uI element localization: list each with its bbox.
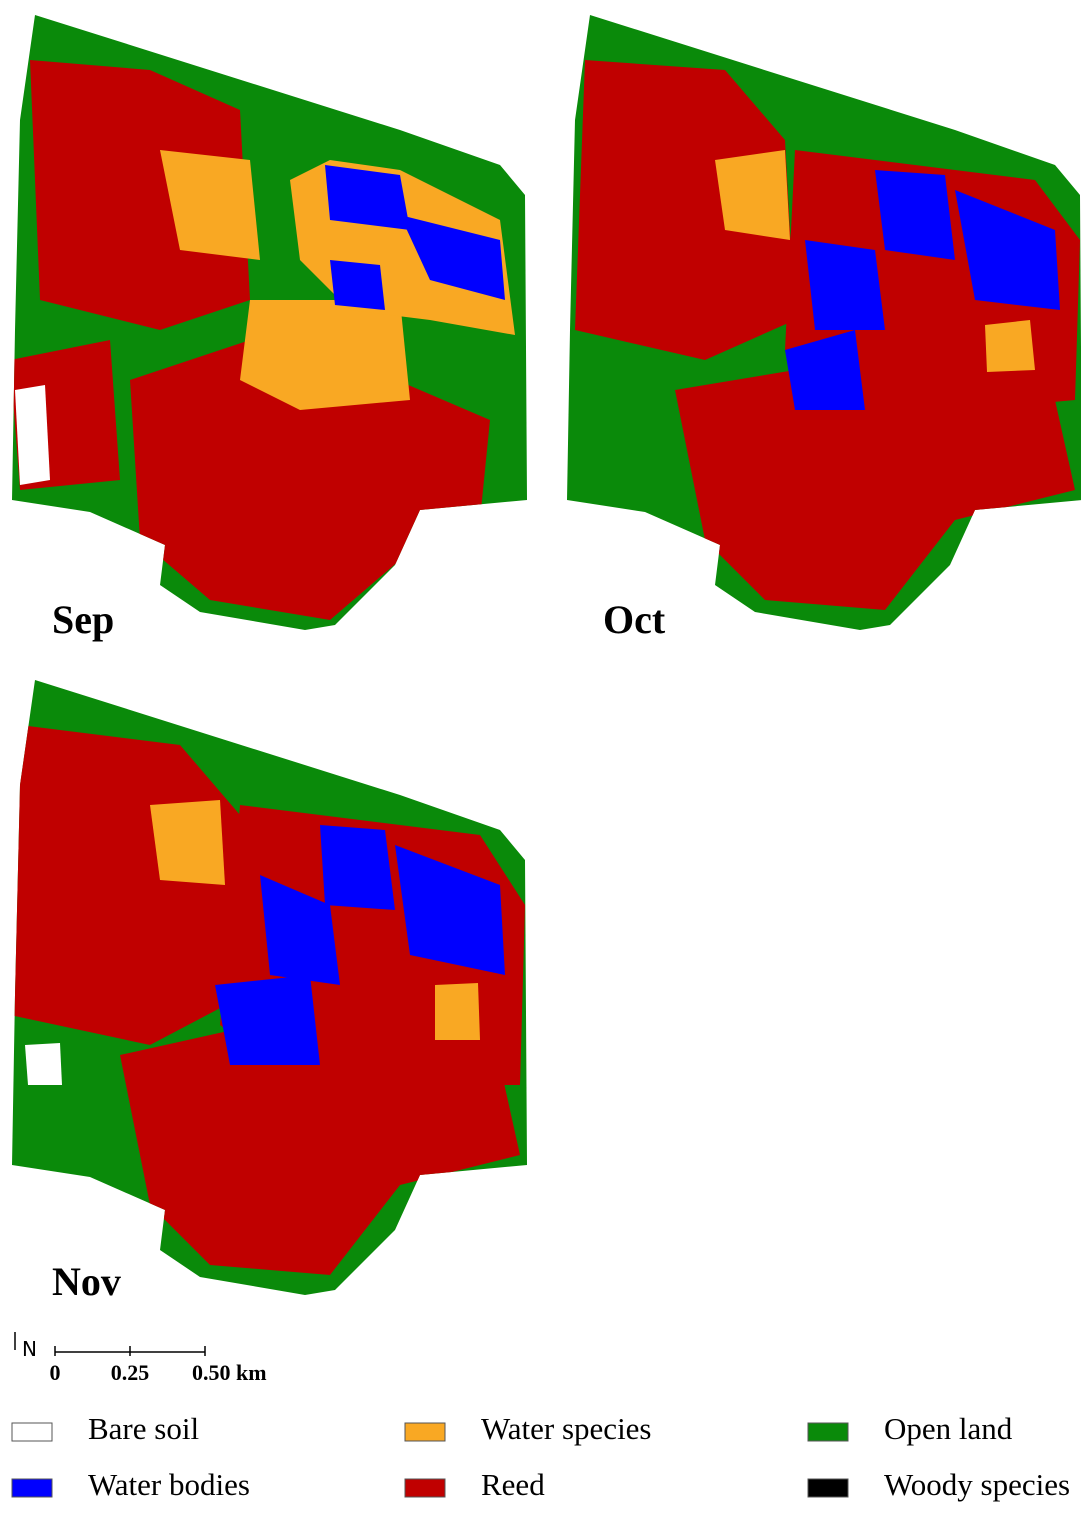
legend-label: Water species xyxy=(481,1411,652,1446)
water-species-area xyxy=(435,983,480,1040)
map-label: Oct xyxy=(603,597,666,642)
figure: Sep Oct Nov xyxy=(0,0,1081,1517)
map-oct: Oct xyxy=(555,0,1081,642)
map-sep: Sep xyxy=(0,0,540,642)
legend-label: Water bodies xyxy=(88,1467,250,1502)
scale-label: 0.50 km xyxy=(192,1360,267,1385)
legend-label: Reed xyxy=(481,1467,545,1502)
scale-bar xyxy=(55,1346,205,1356)
map-label: Sep xyxy=(52,597,114,642)
map-label: Nov xyxy=(52,1259,121,1304)
water-bodies-area xyxy=(875,170,955,260)
legend: Bare soil Water species Open land Water bod… xyxy=(12,1411,1070,1502)
water-bodies-area xyxy=(325,165,410,230)
legend-swatch xyxy=(405,1479,445,1497)
legend-swatch xyxy=(808,1423,848,1441)
bare-soil-area xyxy=(25,1043,62,1085)
water-species-area xyxy=(150,800,225,885)
north-arrow: N xyxy=(15,1332,37,1361)
bare-soil-area xyxy=(15,385,50,485)
scale-label: 0.25 xyxy=(111,1360,150,1385)
water-bodies-area xyxy=(320,825,395,910)
legend-label: Open land xyxy=(884,1411,1013,1446)
legend-swatch xyxy=(405,1423,445,1441)
water-bodies-area xyxy=(805,240,885,330)
legend-swatch xyxy=(12,1423,52,1441)
legend-swatch xyxy=(12,1479,52,1497)
north-label: N xyxy=(22,1337,37,1361)
legend-swatch xyxy=(808,1479,848,1497)
scale-label: 0 xyxy=(50,1360,61,1385)
legend-label: Woody species xyxy=(884,1467,1070,1502)
water-species-area xyxy=(985,320,1035,372)
water-bodies-area xyxy=(330,260,385,310)
water-bodies-area xyxy=(215,975,320,1065)
legend-label: Bare soil xyxy=(88,1411,199,1446)
water-species-area xyxy=(715,150,790,240)
map-nov: Nov xyxy=(0,665,540,1305)
